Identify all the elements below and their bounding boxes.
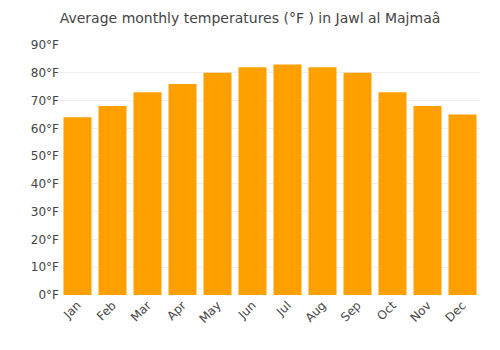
svg-text:May: May — [196, 298, 223, 325]
svg-text:80°F: 80°F — [31, 66, 59, 80]
svg-text:Jan: Jan — [60, 298, 84, 322]
svg-text:90°F: 90°F — [31, 38, 59, 52]
svg-text:60°F: 60°F — [31, 122, 59, 136]
svg-text:10°F: 10°F — [31, 260, 59, 274]
svg-text:70°F: 70°F — [31, 94, 59, 108]
svg-text:Average monthly temperatures (: Average monthly temperatures (°F ) in Ja… — [60, 10, 441, 26]
svg-text:20°F: 20°F — [31, 233, 59, 247]
svg-text:Apr: Apr — [164, 298, 189, 323]
svg-text:30°F: 30°F — [31, 205, 59, 219]
svg-text:Mar: Mar — [128, 298, 154, 324]
svg-text:Jul: Jul — [273, 298, 294, 319]
svg-text:50°F: 50°F — [31, 149, 59, 163]
svg-text:Sep: Sep — [338, 298, 364, 324]
svg-text:Feb: Feb — [94, 298, 119, 323]
svg-text:40°F: 40°F — [31, 177, 59, 191]
svg-text:Oct: Oct — [374, 298, 399, 323]
svg-text:0°F: 0°F — [38, 288, 59, 302]
svg-text:Jun: Jun — [235, 298, 259, 322]
svg-text:Dec: Dec — [443, 298, 469, 324]
svg-text:Nov: Nov — [407, 298, 433, 324]
svg-text:Aug: Aug — [302, 298, 328, 324]
